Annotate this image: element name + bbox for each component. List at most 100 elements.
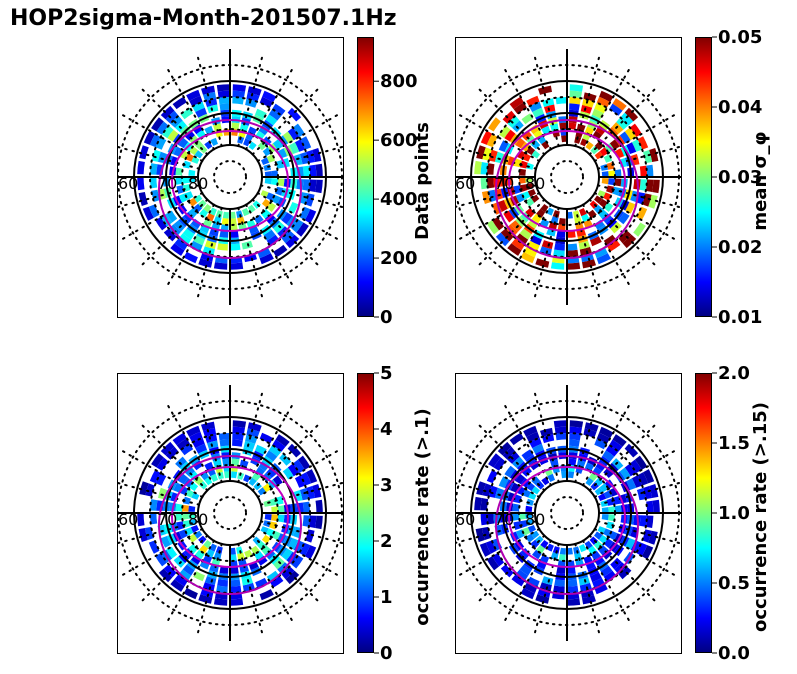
panel-bottom-left: 60 70 80 0 1 2 3 4 5 occurrence rate (>.1) — [117, 363, 433, 664]
dotted-meridian — [532, 388, 560, 484]
colorbar-label: occurrence rate (>.1) — [412, 408, 433, 625]
heatmap-cell — [266, 570, 280, 583]
latitude-tick-label: 70 — [494, 174, 514, 193]
colorbar-tick-label: 0 — [380, 643, 393, 664]
polar-plot-area: 60 70 80 — [117, 49, 343, 305]
heatmap-cell — [183, 587, 198, 600]
heatmap-cell — [557, 560, 566, 568]
colorbar-tick-label: 2.0 — [718, 363, 750, 384]
heatmap-cell — [633, 222, 646, 237]
heatmap-cell — [285, 570, 300, 585]
heatmap-cell — [245, 98, 258, 108]
colorbar-tick-label: 0.5 — [718, 573, 750, 594]
heatmap-cell — [519, 228, 532, 240]
heatmap-cell — [598, 493, 607, 501]
heatmap-cell — [250, 545, 260, 555]
heatmap-cell — [209, 543, 217, 552]
heatmap-cell — [567, 598, 581, 606]
heatmap-cell — [281, 212, 293, 225]
heatmap-cell — [567, 547, 573, 555]
heatmap-cell — [190, 525, 199, 533]
heatmap-cell — [217, 90, 230, 98]
heatmap-cell — [610, 221, 622, 234]
polar-plot-area: 60 70 80 — [455, 49, 681, 305]
dotted-latitude-circle — [213, 160, 247, 194]
heatmap-cell — [542, 98, 555, 108]
heatmap-cell — [306, 469, 318, 484]
heatmap-cell — [480, 513, 488, 526]
latitude-tick-label: 60 — [455, 174, 475, 193]
latitude-tick-label: 70 — [157, 510, 177, 529]
heatmap-cell — [292, 459, 305, 473]
heatmap-cell — [299, 206, 311, 221]
heatmap-cell — [178, 569, 192, 581]
heatmap-cell — [190, 554, 202, 565]
dotted-meridian — [588, 85, 659, 156]
heatmap-cell — [488, 453, 501, 468]
heatmap-cell — [521, 130, 532, 141]
heatmap-cell — [277, 178, 285, 187]
heatmap-cell — [266, 234, 280, 247]
dotted-meridian — [502, 539, 552, 625]
heatmap-cell — [511, 574, 525, 587]
heatmap-cell — [302, 165, 311, 177]
heatmap-cell — [182, 504, 189, 512]
dotted-meridian — [245, 539, 295, 625]
colorbar-tick-label: 800 — [380, 71, 418, 92]
heatmap-cell — [513, 185, 522, 194]
heatmap-cell — [291, 555, 304, 569]
colorbar-tick-label: 0.0 — [718, 643, 750, 664]
heatmap-cell — [561, 471, 567, 479]
heatmap-cell — [262, 483, 272, 493]
heatmap-cell — [646, 164, 654, 177]
heatmap-cell — [569, 97, 581, 105]
heatmap-cell — [165, 446, 179, 460]
heatmap-cell — [176, 438, 190, 451]
colorbar-tick-label: 400 — [380, 189, 418, 210]
heatmap-cell — [230, 560, 238, 568]
heatmap-cell — [600, 565, 613, 577]
heatmap-cell — [502, 446, 516, 460]
dotted-meridian — [256, 112, 342, 162]
heatmap-cell — [219, 439, 230, 447]
dotted-meridian — [593, 192, 679, 242]
heatmap-cell — [170, 115, 183, 128]
heatmap-cell — [287, 127, 300, 141]
heatmap-cell — [486, 220, 500, 235]
heatmap-cell — [222, 211, 229, 219]
heatmap-cell — [485, 540, 497, 554]
heatmap-cell — [259, 432, 274, 444]
heatmap-cell — [631, 139, 643, 152]
heatmap-cell — [479, 542, 491, 557]
heatmap-cell — [210, 473, 218, 482]
heatmap-cell — [315, 499, 323, 513]
heatmap-cell — [620, 112, 634, 126]
heatmap-cell — [218, 96, 230, 105]
heatmap-cell — [257, 247, 271, 259]
heatmap-cell — [500, 564, 514, 578]
heatmap-cell — [149, 177, 158, 189]
heatmap-cell — [182, 177, 189, 184]
colorbar-tick-label: 0 — [380, 307, 393, 328]
heatmap-cell — [230, 585, 242, 594]
heatmap-cell — [149, 133, 161, 148]
heatmap-cell — [619, 467, 631, 480]
heatmap-cell — [167, 129, 179, 142]
heatmap-cell — [513, 521, 522, 530]
colorbar: 0.01 0.02 0.03 0.04 0.05 mean σ_φ — [695, 27, 771, 328]
heatmap-cell — [624, 127, 637, 141]
colorbar-frame — [695, 37, 712, 317]
heatmap-cell — [242, 208, 250, 217]
heatmap-cell — [558, 218, 566, 225]
heatmap-cell — [160, 441, 175, 456]
heatmap-cell — [648, 194, 658, 209]
heatmap-cell — [601, 507, 609, 513]
dotted-meridian — [195, 52, 223, 148]
heatmap-cell — [607, 239, 621, 252]
dotted-meridian — [245, 203, 295, 289]
dotted-latitude-circle — [550, 160, 584, 194]
heatmap-cell — [186, 89, 201, 101]
heatmap-cell — [567, 243, 578, 251]
heatmap-cell — [254, 550, 264, 561]
dotted-meridian — [259, 481, 343, 506]
